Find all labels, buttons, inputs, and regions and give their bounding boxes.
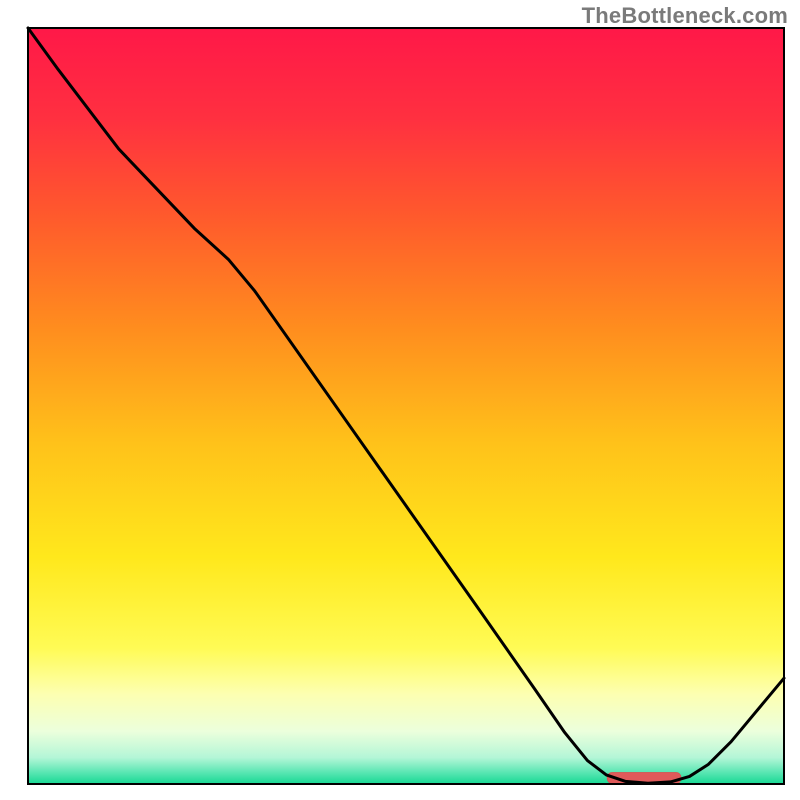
watermark-text: TheBottleneck.com — [582, 3, 788, 29]
chart-canvas — [0, 0, 800, 800]
plot-background — [28, 28, 784, 784]
